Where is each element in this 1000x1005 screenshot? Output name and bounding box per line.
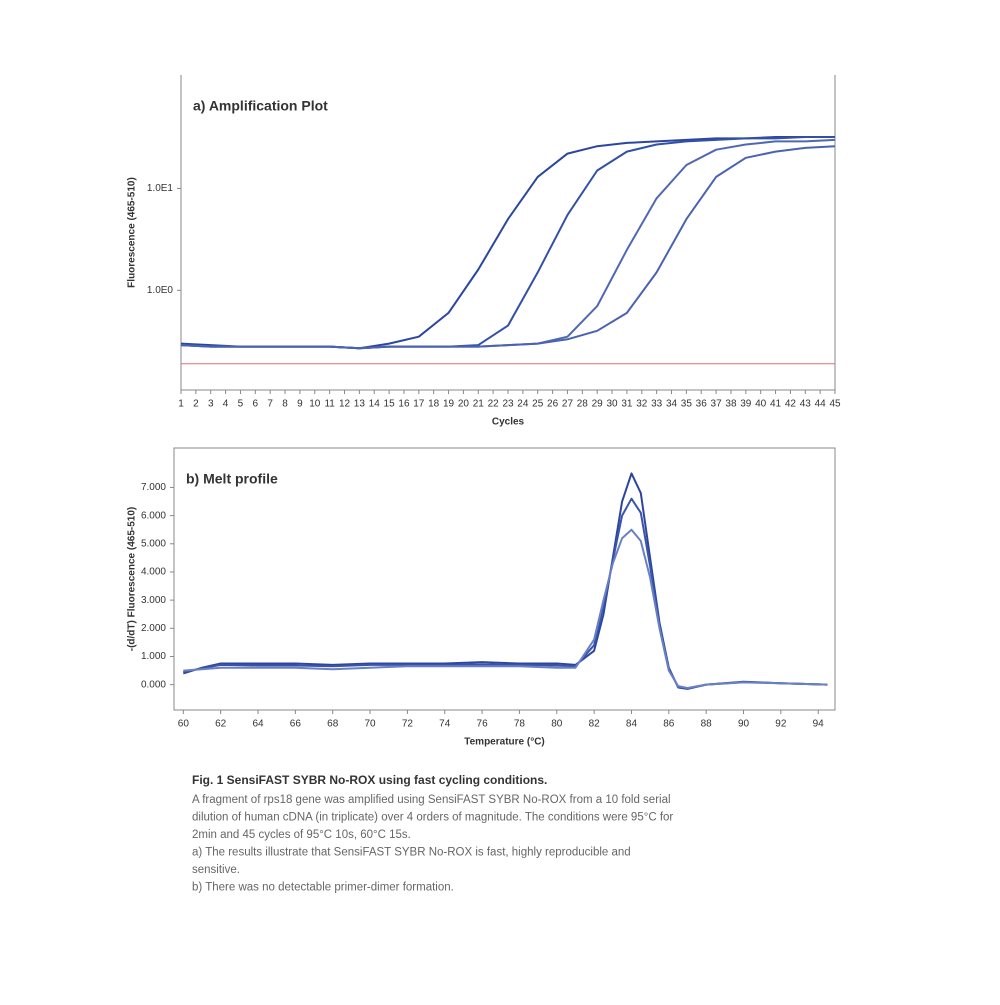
x-tick-label: 94	[813, 719, 825, 730]
x-tick-label: 74	[439, 719, 451, 730]
x-tick-label: 6	[253, 399, 259, 410]
x-tick-label: 8	[282, 399, 288, 410]
x-tick-label: 40	[755, 399, 767, 410]
chart-title: a) Amplification Plot	[193, 98, 328, 114]
caption-line: a) The results illustrate that SensiFAST…	[192, 847, 631, 859]
x-tick-label: 37	[711, 399, 723, 410]
x-tick-label: 42	[785, 399, 797, 410]
x-tick-label: 38	[725, 399, 737, 410]
x-tick-label: 32	[636, 399, 648, 410]
x-tick-label: 14	[369, 399, 381, 410]
x-tick-label: 84	[626, 719, 638, 730]
series-line	[180, 145, 836, 350]
x-tick-label: 34	[666, 399, 678, 410]
y-tick-label: 1.000	[141, 651, 166, 662]
x-tick-label: 27	[562, 399, 574, 410]
y-tick-label: 1.0E0	[147, 285, 174, 296]
y-tick-label: 3.000	[141, 595, 166, 606]
x-tick-label: 15	[384, 399, 396, 410]
y-tick-label: 4.000	[141, 567, 166, 578]
x-tick-label: 86	[663, 719, 675, 730]
x-tick-label: 23	[502, 399, 514, 410]
x-tick-label: 88	[701, 719, 713, 730]
y-tick-label: 6.000	[141, 510, 166, 521]
x-tick-label: 11	[324, 399, 335, 410]
x-tick-label: 35	[681, 399, 693, 410]
x-tick-label: 16	[398, 399, 410, 410]
x-tick-label: 13	[354, 399, 366, 410]
x-tick-label: 24	[517, 399, 529, 410]
x-axis-title: Cycles	[492, 417, 525, 428]
x-tick-label: 41	[770, 399, 782, 410]
y-tick-label: 2.000	[141, 623, 166, 634]
caption-line: b) There was no detectable primer-dimer …	[192, 882, 454, 894]
caption-line: sensitive.	[192, 864, 240, 876]
plot-frame	[180, 75, 836, 391]
x-axis-title: Temperature (°C)	[464, 737, 545, 748]
series-line	[183, 528, 828, 689]
x-tick-label: 68	[327, 719, 339, 730]
caption-line: dilution of human cDNA (in triplicate) o…	[192, 812, 673, 824]
x-tick-label: 44	[815, 399, 827, 410]
x-tick-label: 18	[428, 399, 440, 410]
x-tick-label: 43	[800, 399, 812, 410]
x-tick-label: 10	[309, 399, 321, 410]
x-tick-label: 70	[364, 719, 376, 730]
series-line	[180, 136, 835, 350]
x-tick-label: 2	[193, 399, 199, 410]
y-tick-label: 5.000	[141, 538, 166, 549]
y-tick-label: 1.0E1	[147, 183, 174, 194]
y-axis-title: -(d/dT) Fluorescence (465-510)	[127, 507, 138, 651]
x-tick-label: 22	[488, 399, 500, 410]
x-tick-label: 82	[589, 719, 601, 730]
x-tick-label: 5	[238, 399, 244, 410]
series-line	[180, 138, 836, 350]
x-tick-label: 9	[297, 399, 303, 410]
chart-title: b) Melt profile	[186, 471, 278, 487]
x-tick-label: 72	[402, 719, 414, 730]
x-tick-label: 1	[178, 399, 184, 410]
x-tick-label: 78	[514, 719, 526, 730]
x-tick-label: 62	[215, 719, 227, 730]
x-tick-label: 36	[696, 399, 708, 410]
x-tick-label: 66	[290, 719, 302, 730]
x-tick-label: 76	[477, 719, 489, 730]
y-tick-label: 7.000	[141, 482, 166, 493]
x-tick-label: 4	[223, 399, 229, 410]
x-tick-label: 90	[738, 719, 750, 730]
x-tick-label: 28	[577, 399, 589, 410]
y-tick-label: 0.000	[141, 679, 166, 690]
series-line	[183, 472, 828, 690]
x-tick-label: 60	[178, 719, 190, 730]
x-tick-label: 29	[592, 399, 604, 410]
series-line	[180, 136, 835, 350]
x-tick-label: 19	[443, 399, 455, 410]
series-line	[183, 497, 828, 690]
x-tick-label: 21	[473, 399, 485, 410]
x-tick-label: 33	[651, 399, 663, 410]
caption-line: A fragment of rps18 gene was amplified u…	[192, 794, 671, 806]
x-tick-label: 64	[252, 719, 264, 730]
x-tick-label: 3	[208, 399, 214, 410]
caption-title: Fig. 1 SensiFAST SYBR No-ROX using fast …	[192, 773, 547, 787]
plot-frame	[173, 447, 836, 711]
x-tick-label: 25	[532, 399, 544, 410]
x-tick-label: 30	[606, 399, 618, 410]
x-tick-label: 31	[621, 399, 633, 410]
x-tick-label: 17	[413, 399, 425, 410]
x-tick-label: 7	[267, 399, 273, 410]
x-tick-label: 39	[740, 399, 752, 410]
x-tick-label: 92	[775, 719, 787, 730]
x-tick-label: 80	[551, 719, 563, 730]
x-tick-label: 20	[458, 399, 470, 410]
x-tick-label: 45	[829, 399, 841, 410]
x-tick-label: 12	[339, 399, 351, 410]
x-tick-label: 26	[547, 399, 559, 410]
y-axis-title: Fluorescence (465-510)	[127, 177, 138, 288]
caption-line: 2min and 45 cycles of 95°C 10s, 60°C 15s…	[192, 829, 411, 841]
